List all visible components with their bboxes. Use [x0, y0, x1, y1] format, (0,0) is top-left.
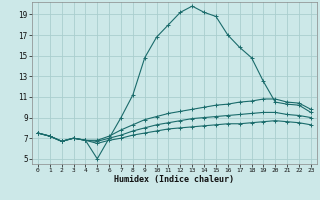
X-axis label: Humidex (Indice chaleur): Humidex (Indice chaleur): [115, 175, 234, 184]
